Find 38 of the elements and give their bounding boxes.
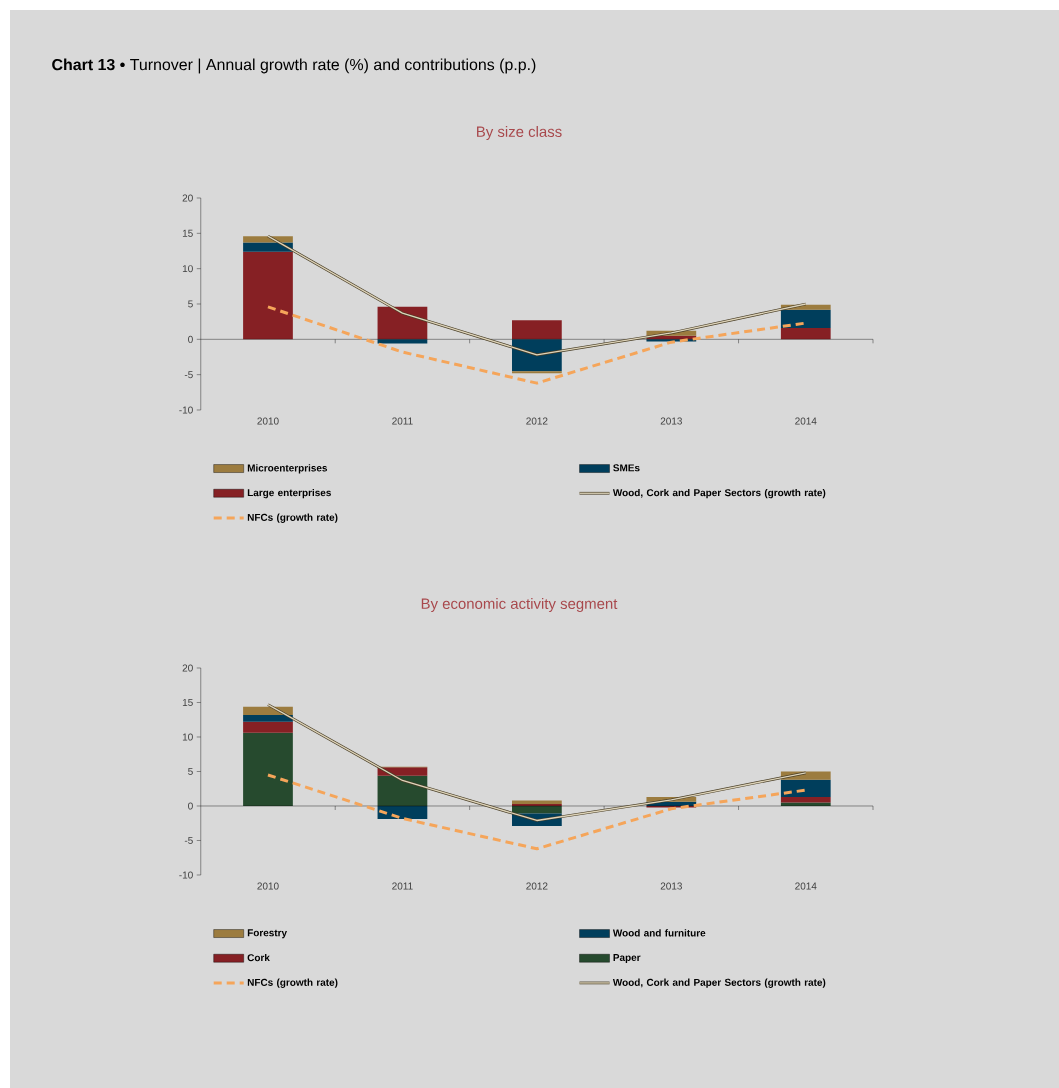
y-tick-label: 10 xyxy=(182,265,193,273)
legend-label: Cork xyxy=(247,953,270,962)
y-tick-label: 0 xyxy=(188,335,193,343)
x-tick-label: 2012 xyxy=(526,882,548,890)
chart-title: Chart 13 • Turnover | Annual growth rate (%) and contributions (p.p.) xyxy=(52,58,536,74)
x-tick-label: 2010 xyxy=(257,882,279,890)
legend-label: NFCs (growth rate) xyxy=(247,513,338,523)
legend-label: Microenterprises xyxy=(247,464,328,474)
y-tick-label: 5 xyxy=(188,768,193,775)
chart-title: By economic activity segment xyxy=(421,598,618,612)
legend-label: Wood and furniture xyxy=(612,929,706,937)
y-tick-label: 5 xyxy=(188,300,193,308)
y-tick-label: -5 xyxy=(184,837,193,844)
y-tick-label: 15 xyxy=(182,229,193,237)
legend-label: Large enterprises xyxy=(247,488,331,499)
legend-label: Paper xyxy=(613,954,641,963)
legend-label: NFCs (growth rate) xyxy=(247,978,338,988)
x-tick-label: 2014 xyxy=(795,882,817,890)
x-tick-label: 2012 xyxy=(526,417,548,425)
y-tick-label: -5 xyxy=(184,371,193,379)
x-tick-label: 2014 xyxy=(795,417,817,425)
y-tick-label: 20 xyxy=(182,194,193,202)
y-tick-label: 15 xyxy=(182,699,193,706)
y-tick-label: 0 xyxy=(188,802,193,810)
y-tick-label: -10 xyxy=(179,871,193,879)
legend-label: SMEs xyxy=(613,464,640,472)
legend-label: Forestry xyxy=(247,929,287,939)
y-tick-label: 20 xyxy=(182,664,193,672)
y-tick-label: 10 xyxy=(182,733,193,741)
legend-label: Wood, Cork and Paper Sectors (growth rate) xyxy=(612,978,826,988)
chart-subtitle: By size class xyxy=(477,126,562,140)
y-tick-label: -10 xyxy=(179,406,193,414)
x-tick-label: 2013 xyxy=(660,417,682,425)
legend-label: Wood, Cork and Paper Sectors (growth rate) xyxy=(612,488,826,499)
x-tick-label: 2013 xyxy=(660,882,682,890)
x-tick-label: 2011 xyxy=(392,882,413,890)
x-tick-label: 2010 xyxy=(257,417,279,425)
x-tick-label: 2011 xyxy=(392,417,413,425)
